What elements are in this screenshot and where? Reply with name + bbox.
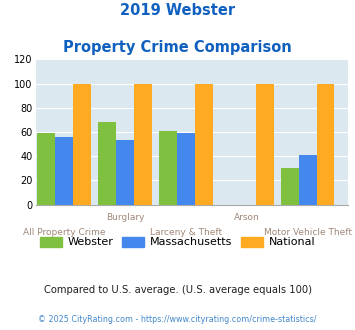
Bar	[37, 133, 55, 205]
Text: Larceny & Theft: Larceny & Theft	[150, 228, 222, 237]
Bar	[116, 141, 134, 205]
Bar	[317, 83, 334, 205]
Bar	[134, 83, 152, 205]
Bar	[281, 168, 299, 205]
Text: 2019 Webster: 2019 Webster	[120, 3, 235, 18]
Text: Arson: Arson	[234, 213, 260, 222]
Text: Burglary: Burglary	[106, 213, 144, 222]
Text: All Property Crime: All Property Crime	[23, 228, 105, 237]
Bar	[299, 155, 317, 205]
Legend: Webster, Massachusetts, National: Webster, Massachusetts, National	[35, 232, 320, 252]
Bar	[177, 133, 195, 205]
Bar	[195, 83, 213, 205]
Bar	[256, 83, 274, 205]
Bar	[98, 122, 116, 205]
Text: Compared to U.S. average. (U.S. average equals 100): Compared to U.S. average. (U.S. average …	[44, 285, 311, 295]
Bar	[73, 83, 91, 205]
Text: Property Crime Comparison: Property Crime Comparison	[63, 40, 292, 54]
Text: Motor Vehicle Theft: Motor Vehicle Theft	[264, 228, 351, 237]
Bar	[159, 131, 177, 205]
Bar	[55, 137, 73, 205]
Text: © 2025 CityRating.com - https://www.cityrating.com/crime-statistics/: © 2025 CityRating.com - https://www.city…	[38, 315, 317, 324]
